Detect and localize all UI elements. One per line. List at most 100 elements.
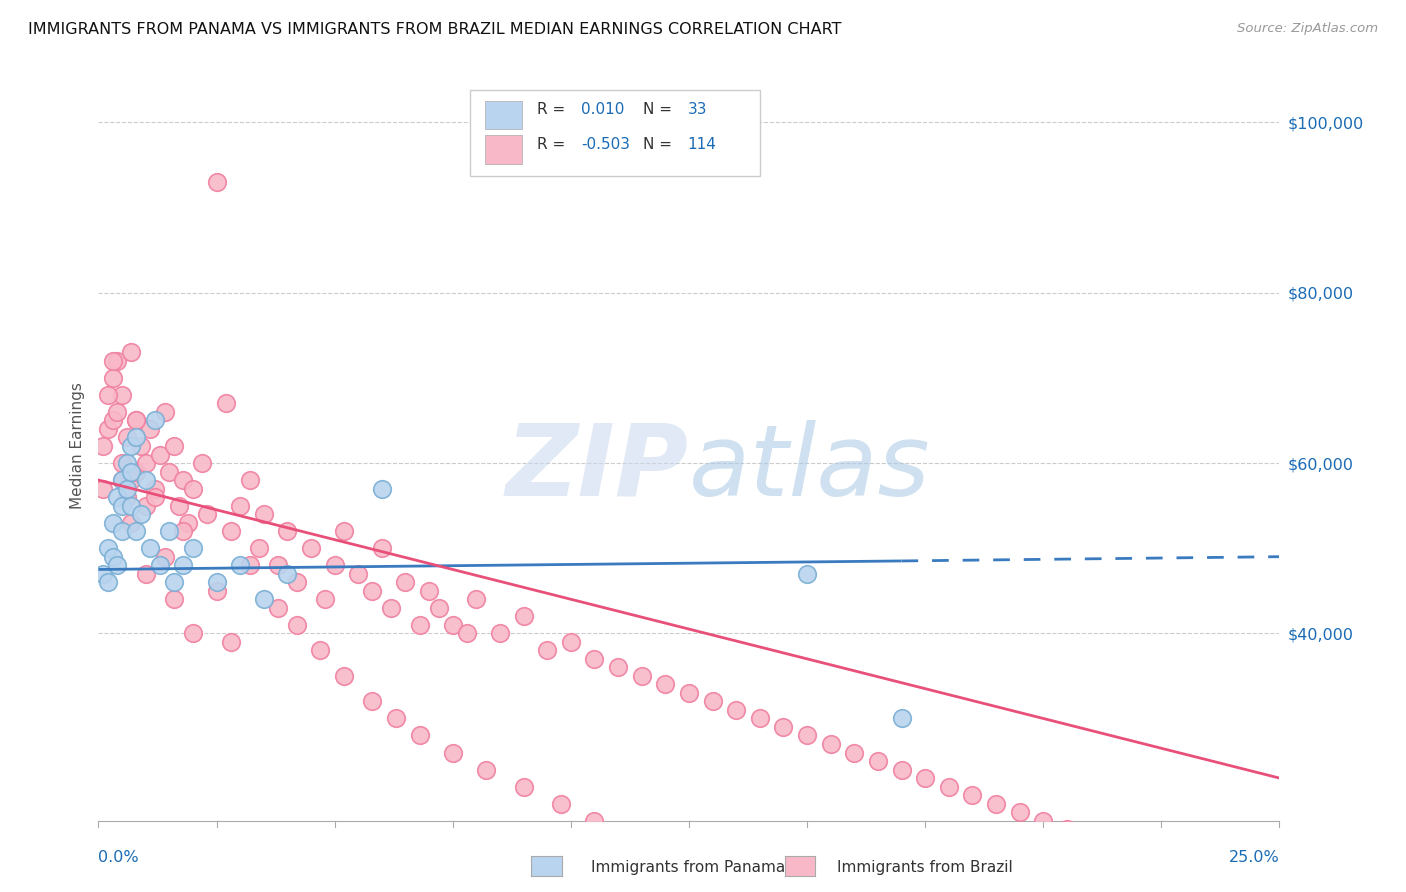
Point — [167, 499, 190, 513]
Point — [607, 660, 630, 674]
Point — [215, 396, 238, 410]
Point — [149, 558, 172, 573]
Point — [135, 473, 157, 487]
Text: Immigrants from Panama: Immigrants from Panama — [591, 860, 785, 874]
Point — [890, 711, 912, 725]
Point — [441, 617, 464, 632]
Point — [1008, 890, 1031, 892]
Text: 0.0%: 0.0% — [98, 850, 139, 865]
Point — [267, 558, 290, 573]
Point — [772, 864, 794, 879]
Point — [143, 490, 166, 504]
Point — [418, 583, 440, 598]
Point — [380, 600, 402, 615]
Text: Source: ZipAtlas.com: Source: ZipAtlas.com — [1237, 22, 1378, 36]
Point — [157, 465, 180, 479]
Point — [101, 516, 124, 530]
Point — [139, 541, 162, 556]
Point — [984, 797, 1007, 811]
Point — [276, 566, 298, 581]
Point — [125, 413, 148, 427]
Text: -0.503: -0.503 — [582, 137, 630, 153]
Point — [962, 788, 984, 802]
Point — [583, 652, 606, 666]
Point — [105, 405, 128, 419]
Point — [172, 524, 194, 538]
Text: Immigrants from Brazil: Immigrants from Brazil — [837, 860, 1012, 874]
Point — [101, 549, 124, 564]
Text: R =: R = — [537, 137, 569, 153]
FancyBboxPatch shape — [485, 101, 523, 129]
Point — [725, 856, 748, 871]
Point — [153, 405, 176, 419]
Point — [121, 516, 143, 530]
Point — [630, 669, 652, 683]
Point — [820, 873, 842, 888]
Point — [583, 814, 606, 828]
Point — [195, 507, 218, 521]
Point — [239, 473, 262, 487]
Point — [702, 694, 724, 708]
Point — [229, 499, 252, 513]
Point — [115, 490, 138, 504]
Point — [111, 388, 134, 402]
Point — [309, 643, 332, 657]
Point — [253, 592, 276, 607]
Y-axis label: Median Earnings: Median Earnings — [69, 383, 84, 509]
Point — [465, 592, 488, 607]
Point — [333, 669, 356, 683]
Point — [139, 422, 162, 436]
Point — [143, 413, 166, 427]
Text: 0.010: 0.010 — [582, 102, 624, 117]
Point — [285, 575, 308, 590]
Point — [456, 626, 478, 640]
Point — [125, 413, 148, 427]
Point — [253, 507, 276, 521]
Point — [91, 439, 114, 453]
Point — [149, 448, 172, 462]
Text: ZIP: ZIP — [506, 420, 689, 517]
Point — [111, 524, 134, 538]
Point — [866, 881, 889, 892]
Point — [560, 635, 582, 649]
Point — [772, 720, 794, 734]
Point — [111, 473, 134, 487]
Point — [121, 439, 143, 453]
Point — [512, 780, 534, 794]
Point — [299, 541, 322, 556]
Point — [536, 643, 558, 657]
Point — [135, 499, 157, 513]
Point — [121, 499, 143, 513]
Point — [938, 780, 960, 794]
Point — [239, 558, 262, 573]
Point — [157, 524, 180, 538]
Point — [844, 746, 866, 760]
Point — [408, 617, 430, 632]
Point — [121, 465, 143, 479]
Point — [371, 541, 394, 556]
Point — [101, 354, 124, 368]
Point — [678, 847, 700, 862]
Point — [105, 558, 128, 573]
Point — [129, 507, 152, 521]
Point — [97, 575, 120, 590]
Point — [394, 575, 416, 590]
Point — [820, 737, 842, 751]
Point — [890, 763, 912, 777]
Point — [427, 600, 450, 615]
Point — [205, 583, 228, 598]
Point — [654, 677, 676, 691]
Point — [91, 482, 114, 496]
Point — [748, 711, 770, 725]
Point — [323, 558, 346, 573]
Point — [347, 566, 370, 581]
Point — [205, 575, 228, 590]
Point — [408, 729, 430, 743]
Point — [866, 754, 889, 768]
Text: atlas: atlas — [689, 420, 931, 517]
Point — [630, 830, 652, 845]
Point — [914, 771, 936, 785]
Point — [385, 711, 408, 725]
Point — [441, 746, 464, 760]
Point — [550, 797, 572, 811]
